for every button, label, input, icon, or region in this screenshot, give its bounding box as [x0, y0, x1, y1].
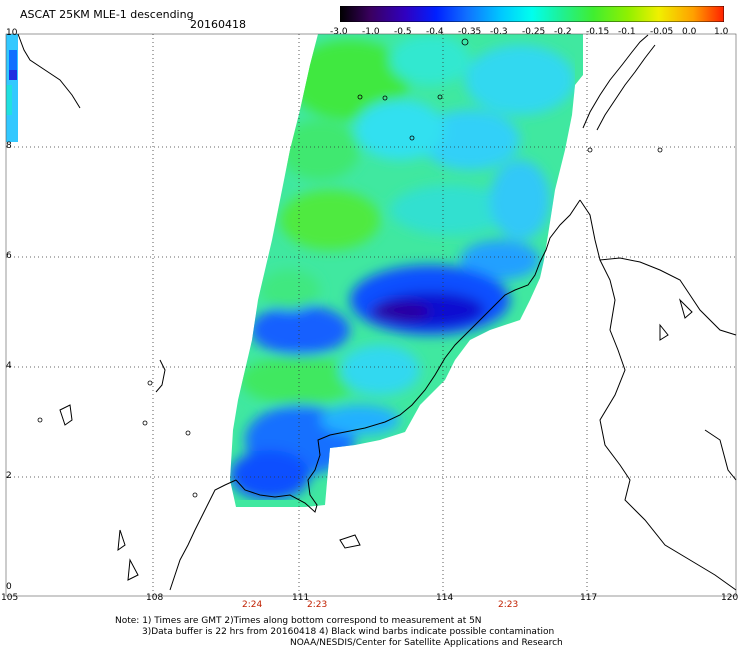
colorbar-tick-label: -0.5 [394, 27, 412, 37]
grid-lines [6, 34, 736, 596]
coastlines [17, 33, 737, 591]
chart-title: ASCAT 25KM MLE-1 descending [20, 8, 194, 21]
colorbar-tick-label: -0.1 [618, 27, 636, 37]
y-tick-label: 10 [6, 28, 18, 38]
footnote-line-1: Note: 1) Times are GMT 2)Times along bot… [115, 616, 482, 626]
x-tick-label: 111 [292, 593, 310, 603]
colorbar-tick-label: -0.4 [426, 27, 444, 37]
colorbar-tick-label: -0.05 [650, 27, 674, 37]
x-tick-label: 120 [721, 593, 739, 603]
x-tick-label: 108 [146, 593, 164, 603]
y-tick-label: 0 [6, 582, 12, 592]
y-tick-label: 8 [6, 141, 12, 151]
map-frame [5, 33, 737, 597]
x-tick-label: 114 [436, 593, 454, 603]
colorbar-tick-label: -1.0 [362, 27, 380, 37]
colorbar-tick-label: 1.0 [714, 27, 729, 37]
colorbar-tick-label: -0.35 [458, 27, 482, 37]
colorbar-tick-label: 0.0 [682, 27, 697, 37]
colorbar-tick-label: -0.3 [490, 27, 508, 37]
footnote-line-3: NOAA/NESDIS/Center for Satellite Applica… [290, 638, 563, 648]
chart-date: 20160418 [190, 18, 246, 31]
time-label: 2:23 [307, 600, 328, 610]
islands [37, 38, 663, 498]
y-tick-label: 6 [6, 251, 12, 261]
colorbar-tick-label: -0.25 [522, 27, 546, 37]
wind-swath [230, 34, 583, 507]
time-label: 2:23 [498, 600, 519, 610]
colorbar-tick-label: -0.15 [586, 27, 610, 37]
y-tick-label: 2 [6, 471, 12, 481]
colorbar-tick-label: -0.2 [554, 27, 572, 37]
y-tick-label: 4 [6, 361, 12, 371]
inset-strip [6, 34, 18, 142]
colorbar [340, 6, 724, 22]
x-tick-label: 117 [580, 593, 598, 603]
time-label: 2:24 [242, 600, 263, 610]
colorbar-tick-label: -3.0 [330, 27, 348, 37]
x-tick-label: 105 [1, 593, 19, 603]
footnote-line-2: 3)Data buffer is 22 hrs from 20160418 4)… [142, 627, 555, 637]
